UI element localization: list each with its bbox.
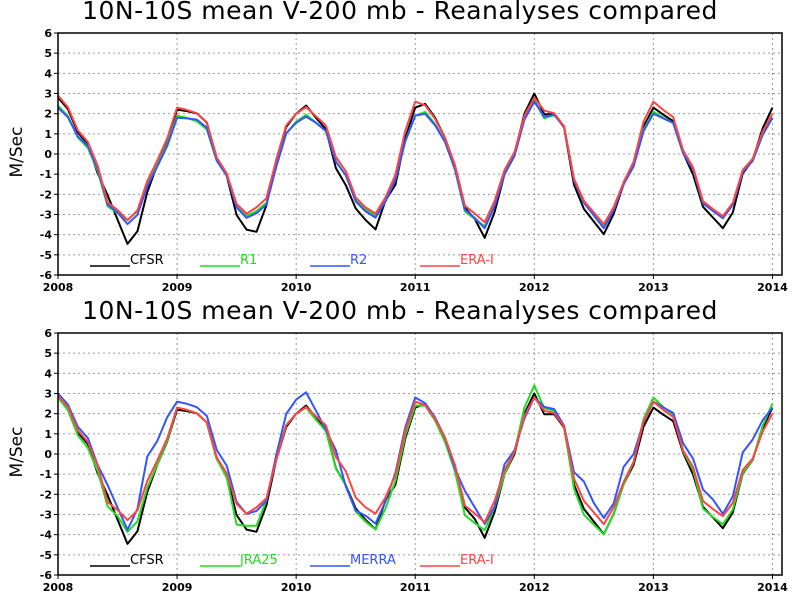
chart-title: 10N-10S mean V-200 mb - Reanalyses compa… — [82, 296, 718, 325]
chart-panel-top: 10N-10S mean V-200 mb - Reanalyses compa… — [7, 0, 788, 294]
legend-label: MERRA — [350, 553, 396, 568]
legend-label: ERA-I — [460, 553, 494, 568]
y-tick-label: 2 — [44, 108, 52, 121]
y-tick-label: -1 — [40, 468, 52, 481]
y-tick-label: -4 — [40, 229, 53, 242]
series-line-era-i — [57, 94, 774, 226]
legend-label: R2 — [350, 253, 367, 268]
y-tick-label: -5 — [40, 249, 52, 262]
y-tick-label: -3 — [40, 509, 52, 522]
legend-label: CFSR — [130, 553, 164, 568]
x-tick-label: 2008 — [43, 281, 74, 294]
y-tick-label: -6 — [40, 569, 53, 582]
y-tick-label: 1 — [44, 128, 52, 141]
x-tick-label: 2009 — [162, 581, 193, 594]
y-tick-label: 5 — [44, 47, 52, 60]
x-tick-label: 2013 — [638, 581, 669, 594]
x-tick-label: 2012 — [519, 581, 550, 594]
y-tick-label: 0 — [44, 148, 52, 161]
x-tick-label: 2009 — [162, 281, 193, 294]
y-tick-label: 5 — [44, 347, 52, 360]
y-tick-label: 6 — [44, 27, 52, 40]
legend-label: JRA25 — [239, 553, 278, 568]
y-tick-label: -5 — [40, 549, 52, 562]
y-tick-label: 4 — [44, 367, 52, 380]
y-tick-label: 4 — [44, 67, 52, 80]
x-tick-label: 2010 — [281, 281, 312, 294]
legend-label: R1 — [240, 253, 257, 268]
chart-title: 10N-10S mean V-200 mb - Reanalyses compa… — [82, 0, 718, 25]
y-tick-label: -2 — [40, 188, 52, 201]
x-tick-label: 2014 — [757, 281, 788, 294]
y-tick-label: 3 — [44, 88, 52, 101]
series-line-r2 — [57, 100, 774, 230]
x-tick-label: 2011 — [400, 281, 431, 294]
x-tick-label: 2013 — [638, 281, 669, 294]
y-tick-label: 2 — [44, 408, 52, 421]
chart-panel-bottom: 10N-10S mean V-200 mb - Reanalyses compa… — [0, 296, 800, 600]
chart-plot-top: -6 -5 -4 -3 -2 -1 0 1 2 3 4 5 6 2008 2009 2010 2011 2012 2… — [40, 27, 788, 294]
x-tick-label: 2011 — [400, 581, 431, 594]
series-line-era-i — [57, 394, 774, 526]
y-tick-label: 3 — [44, 388, 52, 401]
y-tick-label: -6 — [40, 269, 53, 282]
y-tick-label: -1 — [40, 168, 52, 181]
x-tick-label: 2014 — [757, 581, 788, 594]
x-tick-label: 2010 — [281, 581, 312, 594]
x-tick-label: 2012 — [519, 281, 550, 294]
y-tick-label: -4 — [40, 529, 53, 542]
x-tick-label: 2008 — [43, 581, 74, 594]
y-tick-label: 0 — [44, 448, 52, 461]
y-tick-label: 1 — [44, 428, 52, 441]
legend-label: CFSR — [130, 253, 164, 268]
chart-plot-bottom: -6 -5 -4 -3 -2 -1 0 1 2 3 4 5 6 2008 2009 2010 2011 2012 2… — [40, 327, 788, 594]
y-tick-label: -2 — [40, 488, 52, 501]
y-tick-label: 6 — [44, 327, 52, 340]
legend-label: ERA-I — [460, 253, 494, 268]
y-tick-label: -3 — [40, 209, 52, 222]
